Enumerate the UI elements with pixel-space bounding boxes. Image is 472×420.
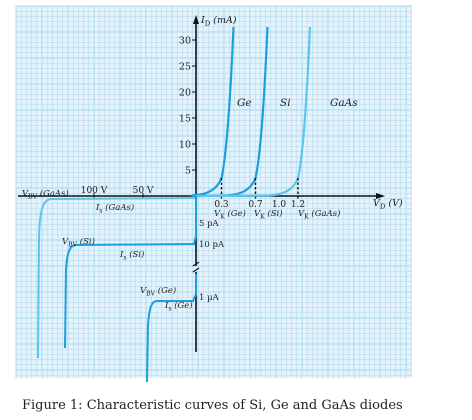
y-tick-label: 10	[179, 140, 191, 151]
saturation-current-label: Is (Si)	[119, 249, 144, 262]
reverse-current-label: 1 µA	[199, 293, 220, 303]
saturation-current-label: Is (Ge)	[164, 300, 193, 313]
knee-label: VK (Si)	[254, 208, 283, 221]
y-tick-label: 5	[185, 166, 191, 177]
y-tick-label: 30	[179, 36, 191, 47]
grid-background	[16, 6, 412, 378]
y-tick-label: 25	[179, 62, 191, 73]
breakdown-voltage-label: VBV (Ge)	[140, 285, 176, 298]
y-tick-label: 15	[179, 114, 191, 125]
reverse-current-label: 5 pA	[199, 219, 220, 229]
breakdown-voltage-label: VBV (Si)	[62, 236, 95, 249]
y-tick-label: 20	[179, 88, 191, 99]
x-tick-label-negative: 100 V	[81, 186, 108, 196]
knee-label: VK (Ge)	[214, 208, 246, 221]
series-label-ge: Ge	[237, 97, 252, 109]
series-label-gaas: GaAs	[330, 97, 358, 109]
reverse-current-label: 10 pA	[199, 240, 225, 250]
x-tick-label-negative: 50 V	[133, 186, 154, 196]
figure-caption: Figure 1: Characteristic curves of Si, G…	[22, 398, 462, 413]
x-axis-label: VD (V)	[373, 198, 403, 211]
series-label-si: Si	[280, 97, 291, 109]
